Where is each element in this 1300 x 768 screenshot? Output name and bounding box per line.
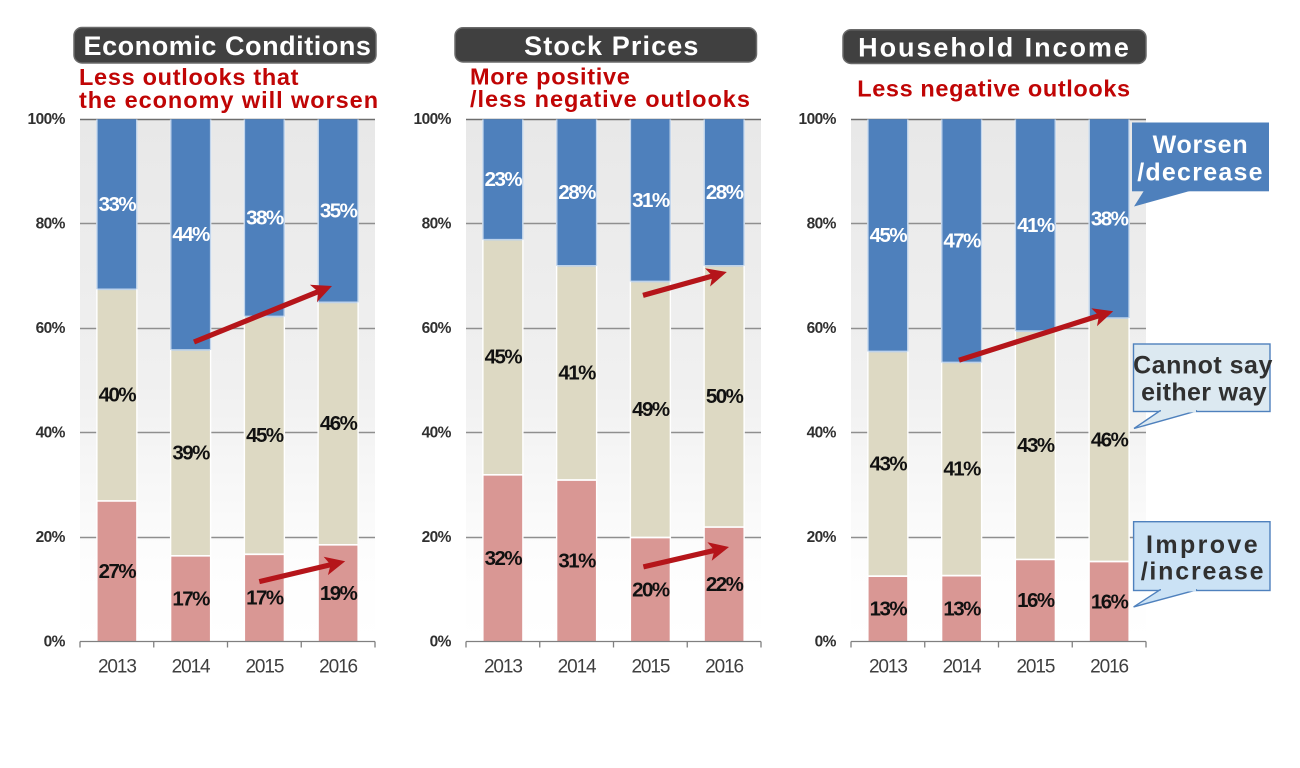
svg-text:2015: 2015 bbox=[631, 657, 669, 678]
svg-text:32%: 32% bbox=[485, 547, 523, 570]
svg-text:33%: 33% bbox=[99, 193, 137, 216]
svg-text:38%: 38% bbox=[1091, 207, 1129, 230]
svg-text:0%: 0% bbox=[430, 634, 452, 651]
svg-text:16%: 16% bbox=[1091, 590, 1129, 613]
svg-text:0%: 0% bbox=[815, 634, 837, 651]
svg-text:27%: 27% bbox=[99, 560, 137, 583]
svg-text:39%: 39% bbox=[172, 441, 210, 464]
svg-text:Improve: Improve bbox=[1146, 531, 1260, 559]
svg-text:43%: 43% bbox=[870, 452, 908, 475]
svg-text:the economy will worsen: the economy will worsen bbox=[79, 87, 379, 113]
svg-text:Stock Prices: Stock Prices bbox=[524, 31, 699, 61]
svg-text:17%: 17% bbox=[172, 587, 210, 610]
svg-text:40%: 40% bbox=[422, 425, 452, 442]
svg-text:41%: 41% bbox=[943, 458, 981, 481]
svg-text:16%: 16% bbox=[1017, 589, 1055, 612]
svg-text:Worsen: Worsen bbox=[1153, 131, 1249, 159]
svg-text:45%: 45% bbox=[485, 346, 523, 369]
svg-text:80%: 80% bbox=[422, 216, 452, 233]
svg-text:40%: 40% bbox=[36, 425, 66, 442]
svg-text:100%: 100% bbox=[799, 111, 837, 128]
svg-text:0%: 0% bbox=[44, 634, 66, 651]
svg-text:19%: 19% bbox=[320, 582, 358, 605]
svg-text:20%: 20% bbox=[422, 529, 452, 546]
svg-text:60%: 60% bbox=[36, 320, 66, 337]
svg-text:20%: 20% bbox=[36, 529, 66, 546]
svg-text:/decrease: /decrease bbox=[1137, 159, 1264, 187]
svg-text:46%: 46% bbox=[320, 412, 358, 435]
svg-text:2016: 2016 bbox=[319, 657, 357, 678]
svg-text:2015: 2015 bbox=[1016, 657, 1054, 678]
svg-text:13%: 13% bbox=[870, 598, 908, 621]
svg-text:either way: either way bbox=[1141, 378, 1267, 406]
svg-text:41%: 41% bbox=[558, 361, 596, 384]
svg-text:50%: 50% bbox=[706, 385, 744, 408]
svg-text:2014: 2014 bbox=[943, 657, 982, 678]
svg-text:28%: 28% bbox=[558, 181, 596, 204]
svg-text:44%: 44% bbox=[172, 223, 210, 246]
svg-text:Household Income: Household Income bbox=[858, 33, 1131, 63]
svg-text:80%: 80% bbox=[36, 216, 66, 233]
svg-text:More positive: More positive bbox=[470, 63, 631, 89]
svg-text:46%: 46% bbox=[1091, 428, 1129, 451]
svg-text:2013: 2013 bbox=[98, 657, 136, 678]
svg-text:100%: 100% bbox=[28, 111, 66, 128]
svg-text:2013: 2013 bbox=[484, 657, 522, 678]
svg-text:45%: 45% bbox=[870, 224, 908, 247]
svg-text:35%: 35% bbox=[320, 199, 358, 222]
svg-text:43%: 43% bbox=[1017, 434, 1055, 457]
svg-text:40%: 40% bbox=[807, 425, 837, 442]
svg-text:Economic Conditions: Economic Conditions bbox=[84, 31, 372, 61]
svg-text:38%: 38% bbox=[246, 207, 284, 230]
svg-text:60%: 60% bbox=[422, 320, 452, 337]
svg-text:28%: 28% bbox=[706, 181, 744, 204]
svg-text:45%: 45% bbox=[246, 424, 284, 447]
svg-text:60%: 60% bbox=[807, 320, 837, 337]
svg-text:20%: 20% bbox=[632, 578, 670, 601]
svg-text:2016: 2016 bbox=[705, 657, 743, 678]
svg-text:2014: 2014 bbox=[558, 657, 597, 678]
svg-text:2013: 2013 bbox=[869, 657, 907, 678]
svg-text:2015: 2015 bbox=[245, 657, 283, 678]
svg-text:80%: 80% bbox=[807, 216, 837, 233]
svg-text:40%: 40% bbox=[99, 384, 137, 407]
svg-text:49%: 49% bbox=[632, 398, 670, 421]
svg-text:47%: 47% bbox=[943, 230, 981, 253]
svg-text:41%: 41% bbox=[1017, 214, 1055, 237]
svg-text:2016: 2016 bbox=[1090, 657, 1128, 678]
svg-text:31%: 31% bbox=[632, 189, 670, 212]
svg-text:/less negative outlooks: /less negative outlooks bbox=[470, 86, 751, 112]
svg-text:100%: 100% bbox=[414, 111, 452, 128]
svg-text:13%: 13% bbox=[943, 597, 981, 620]
svg-text:23%: 23% bbox=[485, 168, 523, 191]
svg-text:Less negative outlooks: Less negative outlooks bbox=[857, 76, 1131, 102]
svg-text:20%: 20% bbox=[807, 529, 837, 546]
svg-text:/increase: /increase bbox=[1141, 558, 1266, 586]
svg-text:22%: 22% bbox=[706, 573, 744, 596]
svg-text:31%: 31% bbox=[558, 550, 596, 573]
svg-text:Cannot say: Cannot say bbox=[1133, 351, 1273, 379]
svg-text:Less outlooks that: Less outlooks that bbox=[79, 64, 299, 90]
svg-text:2014: 2014 bbox=[172, 657, 211, 678]
svg-text:17%: 17% bbox=[246, 587, 284, 610]
